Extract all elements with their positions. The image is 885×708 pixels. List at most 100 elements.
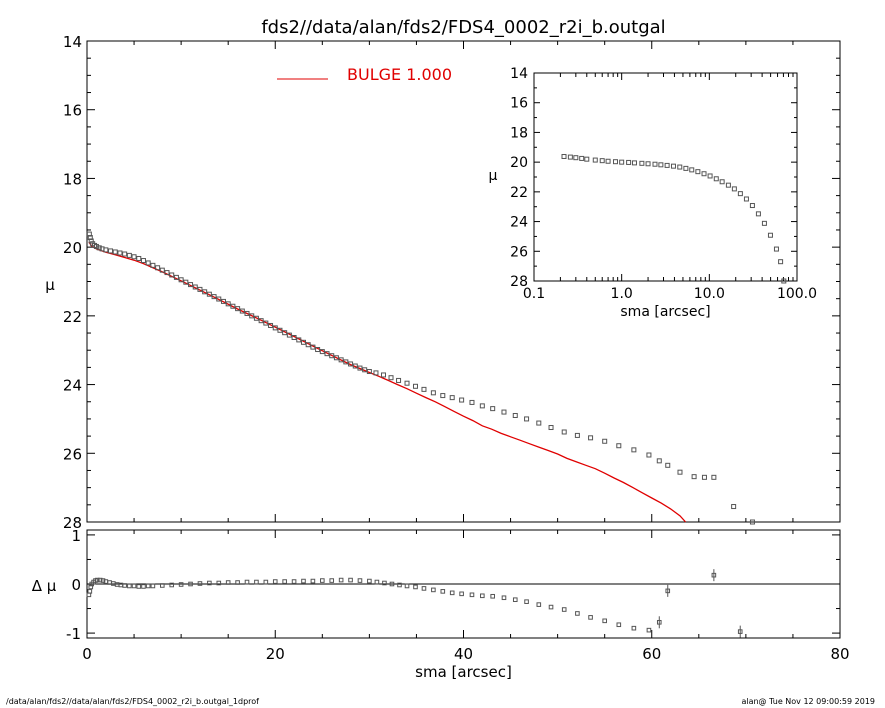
data-point — [388, 375, 394, 381]
residual-point — [145, 583, 151, 589]
inset-data-point — [664, 162, 670, 168]
data-point — [749, 519, 755, 525]
inset-data-point — [645, 161, 651, 167]
data-point — [731, 504, 737, 510]
data-point — [140, 258, 146, 264]
footer-timestamp: alan@ Tue Nov 12 09:00:59 2019 — [741, 697, 875, 706]
inset-y-tick-label: 28 — [510, 274, 528, 290]
data-point — [249, 313, 255, 319]
residual-point — [512, 597, 518, 603]
data-point — [711, 474, 717, 480]
residual-point — [602, 618, 607, 624]
inset-x-tick-label: 100.0 — [777, 286, 817, 302]
inset-data-point — [761, 220, 767, 226]
inset-data-point — [749, 203, 755, 209]
data-point — [291, 335, 297, 341]
data-point — [512, 412, 518, 418]
data-point — [665, 462, 671, 468]
inset-data-point — [731, 186, 737, 192]
data-point — [602, 438, 608, 444]
inset-data-point — [767, 232, 773, 238]
residual-point — [150, 583, 156, 589]
main-y-tick-label: 18 — [63, 170, 82, 188]
residual-point — [225, 580, 231, 585]
residual-point — [665, 588, 671, 594]
residual-point — [87, 589, 93, 594]
x-axis-label: sma [arcsec] — [415, 663, 512, 681]
inset-data-point — [652, 161, 658, 167]
data-point — [404, 380, 410, 386]
main-y-tick-label: 20 — [63, 239, 82, 257]
residual-point — [122, 583, 127, 588]
residual-point — [631, 625, 637, 631]
inset-data-point — [695, 169, 701, 175]
inset-data-point — [743, 196, 749, 202]
residual-point — [548, 604, 554, 610]
data-point — [348, 361, 354, 367]
inset-data-point — [605, 158, 611, 164]
data-point — [421, 386, 427, 392]
data-point — [117, 250, 123, 256]
data-point — [524, 416, 530, 422]
data-point — [646, 452, 652, 458]
data-point — [268, 322, 274, 328]
residual-point — [480, 593, 485, 599]
residual-point — [254, 579, 259, 585]
inset-data-point — [626, 159, 632, 165]
inset-data-point — [631, 160, 637, 166]
data-point — [366, 369, 372, 375]
data-point — [225, 301, 231, 307]
data-point — [343, 359, 349, 365]
residual-point — [440, 589, 446, 594]
inset-data-point — [670, 163, 676, 169]
residual-point — [561, 607, 567, 612]
inset-data-point — [755, 211, 761, 217]
residual-point — [524, 599, 529, 604]
inset-y-tick-label: 24 — [510, 215, 528, 231]
residual-point — [131, 583, 137, 589]
data-point — [206, 291, 212, 297]
residual-point — [329, 578, 335, 583]
main-y-tick-label: 26 — [63, 445, 82, 463]
inset-data-point — [639, 160, 645, 166]
data-point — [561, 429, 567, 435]
data-point — [150, 262, 156, 268]
main-panel: fds2//data/alan/fds2/FDS4_0002_r2i_b.out… — [45, 17, 841, 532]
residual-point — [95, 577, 100, 583]
data-point — [310, 344, 316, 350]
residual-point — [397, 582, 402, 588]
residual-point — [178, 582, 184, 587]
residual-point — [301, 578, 306, 584]
data-point — [315, 347, 321, 353]
residual-point — [272, 579, 278, 584]
data-point — [449, 395, 455, 401]
residual-point — [575, 611, 580, 616]
inset-data-point — [719, 179, 725, 185]
residual-point — [188, 581, 193, 587]
inset-data-point — [773, 246, 779, 252]
data-point — [296, 337, 302, 343]
inset-data-point — [689, 167, 695, 173]
inset-x-axis-label: sma [arcsec] — [620, 304, 710, 320]
x-tick-label: 60 — [642, 645, 661, 663]
data-point — [616, 443, 622, 449]
residual-point — [413, 584, 418, 590]
data-point — [126, 252, 132, 258]
data-point — [333, 355, 339, 361]
residual-point — [216, 580, 222, 586]
main-y-tick-label: 16 — [63, 102, 82, 120]
residual-point — [374, 579, 380, 585]
residual-point — [310, 578, 316, 584]
data-point — [235, 306, 241, 312]
data-point — [183, 279, 189, 285]
data-point — [192, 284, 198, 290]
inset-data-point — [612, 159, 618, 165]
inset-data-point — [567, 154, 573, 160]
residual-point — [588, 615, 593, 620]
main-y-axis-label: μ — [45, 276, 55, 294]
inset-data-point — [592, 157, 598, 163]
residual-point — [389, 581, 395, 587]
inset-data-point — [683, 165, 689, 171]
data-point — [352, 363, 358, 369]
